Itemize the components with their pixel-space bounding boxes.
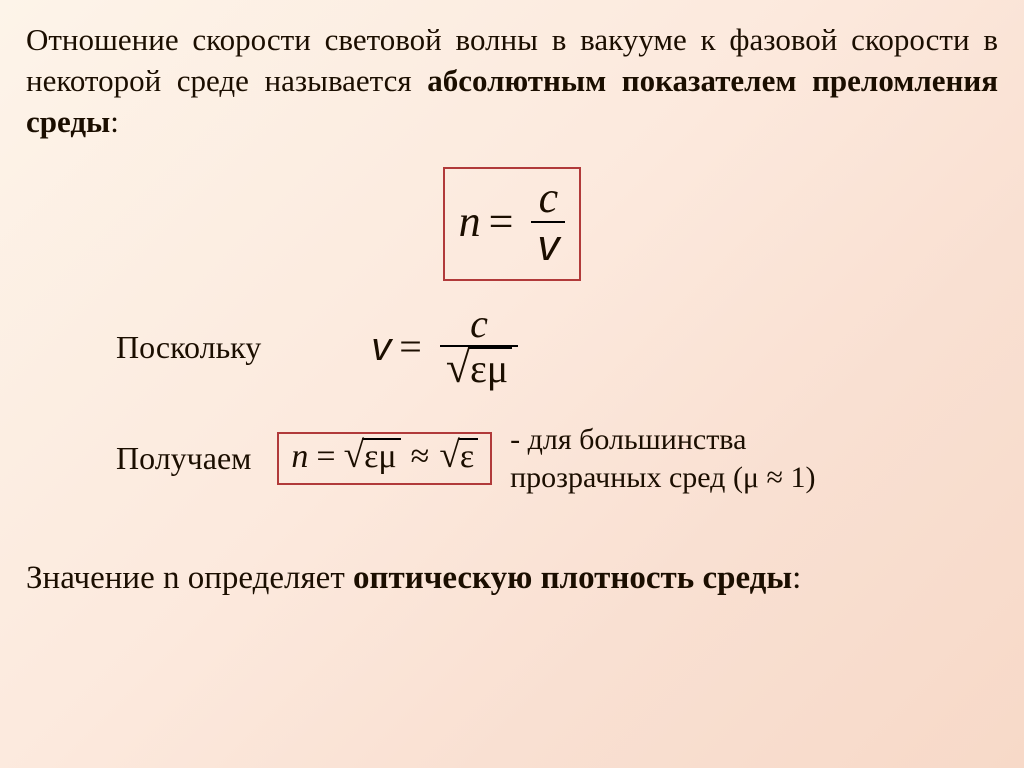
fraction-c-over-v: c v xyxy=(531,175,565,269)
label-poskolku: Поскольку xyxy=(116,329,261,366)
sym-eq: = xyxy=(489,200,514,244)
denominator-sqrt-em: √ εμ xyxy=(440,347,518,391)
fraction-c-over-sqrt: c √ εμ xyxy=(440,303,518,391)
radicand-em2: εμ xyxy=(362,438,401,474)
formula-box: n = c v xyxy=(443,167,582,281)
sqrt-e: √ ε xyxy=(439,438,478,475)
label-poluchaem: Получаем xyxy=(116,440,251,477)
row-poluchaem: Получаем n = √ εμ ≈ √ ε - для большинств… xyxy=(26,421,998,496)
radicand-e: ε xyxy=(458,438,478,474)
slide-page: Отношение скорости световой волны в ваку… xyxy=(0,0,1024,768)
formula-n-eq-sqrt: n = √ εμ ≈ √ ε xyxy=(291,438,478,475)
note-line1: - для большинства xyxy=(510,423,746,456)
intro-paragraph: Отношение скорости световой волны в ваку… xyxy=(26,20,998,143)
sym-approx: ≈ xyxy=(411,440,430,474)
sym-eq2: = xyxy=(399,327,422,367)
bottom-bold: оптическую плотность среды xyxy=(353,560,792,596)
row-poskolku: Поскольку v = c √ εμ xyxy=(26,303,998,391)
bottom-post: : xyxy=(792,560,801,596)
formula-box-2: n = √ εμ ≈ √ ε xyxy=(277,432,492,485)
formula-n-equals-c-over-v: n = c v xyxy=(26,167,998,281)
numerator-c2: c xyxy=(464,303,494,345)
sym-n2: n xyxy=(291,440,308,474)
sym-v: v xyxy=(371,327,391,367)
sym-n: n xyxy=(459,200,481,244)
note-line2: прозрачных сред (μ ≈ 1) xyxy=(510,461,815,494)
intro-post: : xyxy=(110,104,119,139)
formula-v-eq: v = c √ εμ xyxy=(371,303,518,391)
radicand-em: εμ xyxy=(468,347,512,389)
sym-eq3: = xyxy=(316,440,335,474)
denominator-v: v xyxy=(531,223,565,269)
note-transparent-media: - для большинства прозрачных сред (μ ≈ 1… xyxy=(510,421,815,496)
bottom-pre: Значение n определяет xyxy=(26,560,353,596)
numerator-c: c xyxy=(533,175,565,221)
sqrt-em: √ εμ xyxy=(344,438,401,475)
bottom-paragraph: Значение n определяет оптическую плотнос… xyxy=(26,560,998,597)
